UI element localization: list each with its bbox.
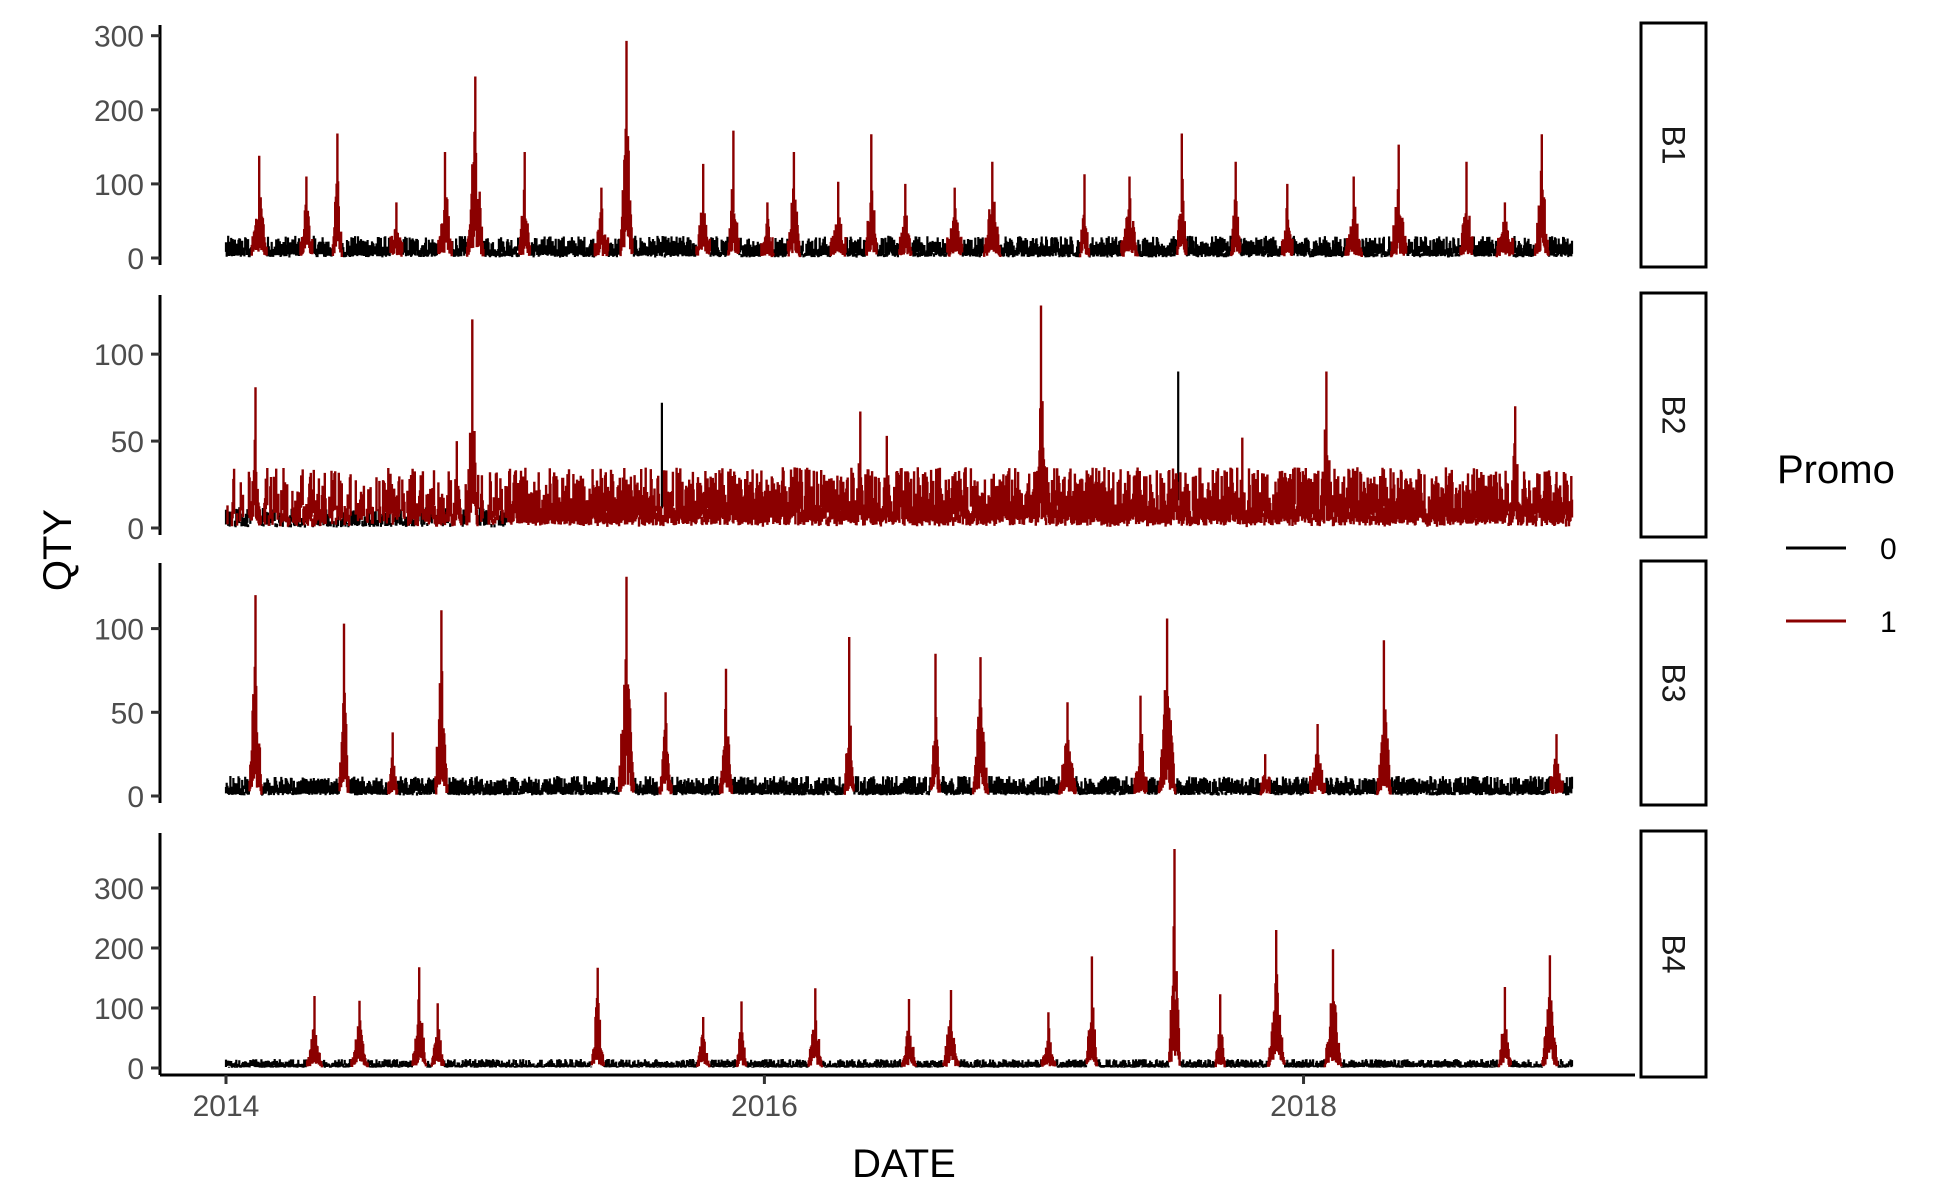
y-tick-label: 0 — [127, 1053, 144, 1086]
y-tick-label: 300 — [94, 21, 144, 54]
facet-b4: 0 100 200 300 B4 — [94, 829, 1708, 1086]
series-promo-0-line — [224, 775, 1574, 796]
legend-title: Promo — [1777, 448, 1895, 492]
facet-strip-label: B3 — [1656, 663, 1692, 702]
y-tick-label: 100 — [94, 614, 144, 647]
x-tick-label: 2018 — [1270, 1090, 1337, 1123]
legend: Promo 0 1 — [1777, 448, 1897, 639]
legend-label-1: 1 — [1880, 606, 1897, 639]
legend-label-0: 0 — [1880, 533, 1897, 566]
facet-b1: 0 100 200 300 B1 — [94, 21, 1708, 276]
facet-strip — [1639, 291, 1708, 539]
facet-strip-label: B2 — [1656, 395, 1692, 434]
y-tick-label: 0 — [127, 781, 144, 814]
facet-b2: 0 50 100 B2 — [94, 291, 1708, 546]
y-tick-label: 200 — [94, 95, 144, 128]
series-promo-0-line — [224, 1059, 1574, 1068]
series-promo-1-line — [250, 40, 1550, 258]
series-promo-1-line — [305, 849, 1559, 1068]
y-tick-label: 100 — [94, 169, 144, 202]
facet-b3: 0 50 100 B3 — [94, 559, 1708, 814]
y-tick-label: 300 — [94, 873, 144, 906]
y-tick-label: 200 — [94, 933, 144, 966]
x-axis-title: DATE — [852, 1142, 956, 1186]
series-promo-1-line — [226, 305, 1574, 528]
y-axis-title: QTY — [36, 509, 80, 591]
y-tick-label: 0 — [127, 243, 144, 276]
y-tick-label: 50 — [111, 426, 144, 459]
x-tick-label: 2014 — [193, 1090, 260, 1123]
series-promo-0-line — [224, 235, 1574, 258]
facet-panels: 0 100 200 300 B1 0 50 100 B2 0 50 100 B3 0 100 200 300 B4 — [94, 21, 1708, 1086]
x-axis: 2014 2016 2018 — [160, 1073, 1635, 1123]
facet-strip-label: B4 — [1656, 934, 1692, 973]
y-tick-label: 100 — [94, 339, 144, 372]
x-tick-label: 2016 — [731, 1090, 798, 1123]
facet-strip — [1639, 829, 1708, 1079]
series-promo-1-line — [248, 576, 1564, 796]
facet-strip — [1639, 559, 1708, 807]
facet-strip-label: B1 — [1656, 125, 1692, 164]
y-tick-label: 0 — [127, 513, 144, 546]
y-tick-label: 100 — [94, 993, 144, 1026]
facet-strip — [1639, 21, 1708, 269]
y-tick-label: 50 — [111, 697, 144, 730]
